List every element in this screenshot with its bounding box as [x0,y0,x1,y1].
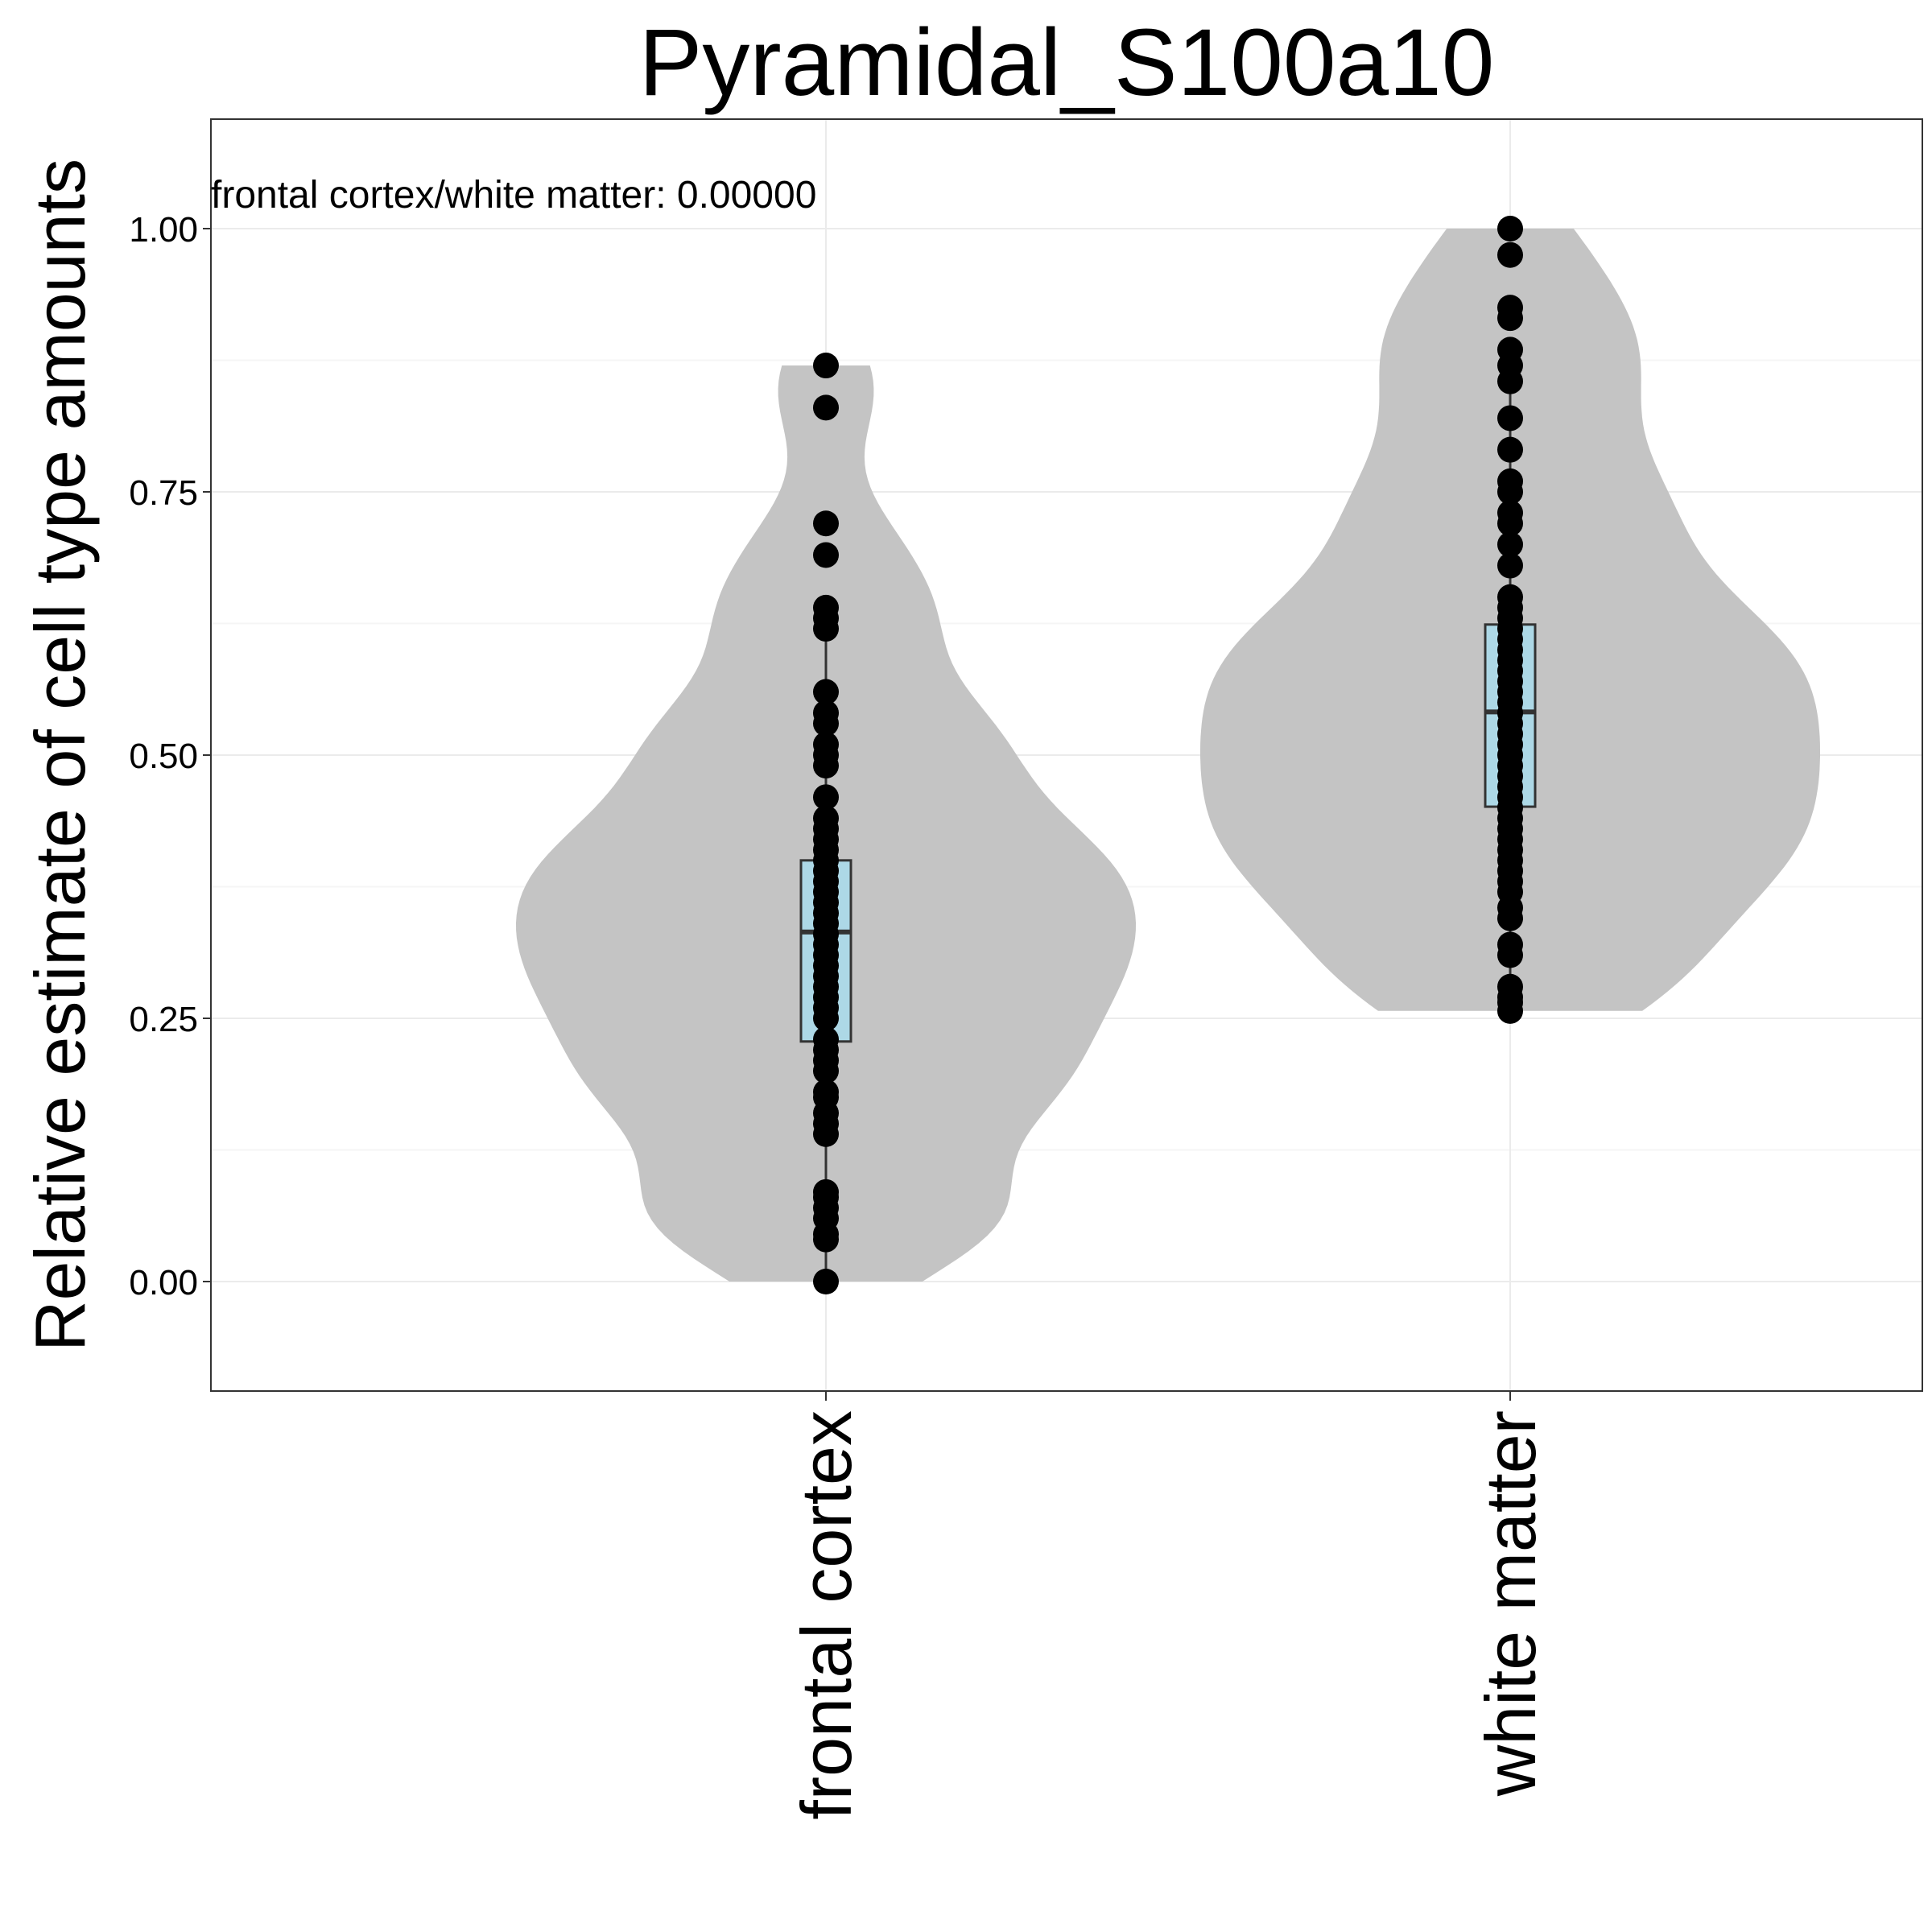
data-point [1497,468,1523,494]
annotation-text: frontal cortex/white matter: 0.00000 [211,174,816,217]
data-point [1497,973,1523,1000]
data-point [813,394,839,421]
y-axis-label: Relative estimate of cell type amounts [20,159,100,1352]
x-tick-label: frontal cortex [786,1410,866,1820]
data-point [1497,584,1523,610]
data-point [813,542,839,568]
data-point [1497,436,1523,463]
data-point [1497,500,1523,526]
data-point [813,784,839,811]
data-point [1497,531,1523,558]
y-tick-label: 0.50 [129,737,198,776]
data-point [813,353,839,379]
data-point [813,805,839,832]
data-point [1497,336,1523,363]
data-point [1497,242,1523,268]
data-point [813,510,839,537]
data-point [1497,931,1523,958]
data-point [813,594,839,621]
data-point [813,1179,839,1205]
data-point [1497,216,1523,242]
y-axis-ticks: 0.00 0.25 0.50 0.75 1.00 [129,210,211,1302]
data-point [1497,405,1523,431]
data-points [813,216,1523,1294]
data-point [1497,295,1523,321]
data-point [813,1026,839,1053]
y-tick-label: 0.25 [129,1000,198,1039]
x-tick-label: white matter [1471,1410,1550,1797]
data-point [813,731,839,758]
x-axis-ticks: frontal cortex white matter [786,1391,1550,1820]
y-tick-label: 0.75 [129,473,198,513]
data-point [813,679,839,705]
data-point [813,1269,839,1294]
data-point [813,1079,839,1105]
data-point [813,700,839,726]
y-tick-label: 0.00 [129,1263,198,1302]
y-tick-label: 1.00 [129,210,198,250]
data-point [1497,552,1523,579]
chart-title: Pyramidal_S100a10 [639,10,1495,116]
